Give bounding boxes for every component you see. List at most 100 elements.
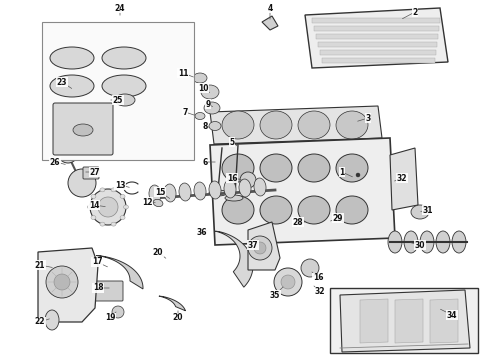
Polygon shape — [97, 256, 143, 289]
Ellipse shape — [193, 73, 207, 83]
Text: 9: 9 — [205, 99, 211, 108]
Polygon shape — [210, 106, 382, 144]
Polygon shape — [316, 34, 438, 39]
Ellipse shape — [254, 178, 266, 196]
Text: 37: 37 — [247, 240, 258, 249]
Ellipse shape — [222, 111, 254, 139]
Text: 23: 23 — [57, 77, 67, 86]
Polygon shape — [318, 42, 437, 47]
Bar — [42, 22, 194, 160]
Ellipse shape — [73, 124, 93, 136]
Circle shape — [68, 169, 96, 197]
Polygon shape — [159, 296, 185, 311]
Ellipse shape — [149, 185, 161, 203]
Text: 30: 30 — [415, 240, 425, 249]
Ellipse shape — [201, 85, 219, 99]
Ellipse shape — [452, 231, 466, 253]
Ellipse shape — [222, 154, 254, 182]
Ellipse shape — [222, 196, 254, 224]
Circle shape — [54, 274, 70, 290]
Text: 27: 27 — [90, 167, 100, 176]
Polygon shape — [390, 148, 418, 210]
Text: 16: 16 — [313, 274, 323, 283]
Ellipse shape — [195, 112, 205, 120]
Ellipse shape — [411, 205, 429, 219]
Circle shape — [248, 236, 272, 260]
Bar — [330, 288, 478, 353]
Text: 6: 6 — [202, 158, 208, 166]
Polygon shape — [305, 8, 448, 68]
Ellipse shape — [123, 205, 128, 209]
Polygon shape — [395, 299, 423, 343]
Polygon shape — [430, 299, 458, 343]
Ellipse shape — [102, 47, 146, 69]
Ellipse shape — [336, 111, 368, 139]
Ellipse shape — [100, 222, 105, 226]
Ellipse shape — [179, 183, 191, 201]
Ellipse shape — [239, 179, 251, 197]
Circle shape — [254, 242, 266, 254]
Text: 32: 32 — [397, 174, 407, 183]
Ellipse shape — [298, 111, 330, 139]
Ellipse shape — [420, 231, 434, 253]
Ellipse shape — [209, 190, 227, 196]
Text: 15: 15 — [155, 188, 165, 197]
Ellipse shape — [298, 196, 330, 224]
Circle shape — [274, 268, 302, 296]
Ellipse shape — [50, 47, 94, 69]
Ellipse shape — [225, 195, 243, 201]
Circle shape — [281, 275, 295, 289]
Polygon shape — [215, 231, 253, 287]
Ellipse shape — [388, 231, 402, 253]
Text: 1: 1 — [340, 167, 344, 176]
Polygon shape — [340, 290, 470, 352]
Text: 34: 34 — [447, 310, 457, 320]
Text: 12: 12 — [142, 198, 152, 207]
Ellipse shape — [111, 222, 116, 226]
Ellipse shape — [91, 194, 96, 198]
Text: 3: 3 — [366, 113, 370, 122]
Text: 5: 5 — [229, 138, 235, 147]
Ellipse shape — [209, 181, 221, 199]
Polygon shape — [38, 248, 98, 322]
Circle shape — [240, 172, 256, 188]
Text: 21: 21 — [35, 261, 45, 270]
Text: 28: 28 — [293, 217, 303, 226]
Circle shape — [112, 306, 124, 318]
Ellipse shape — [120, 194, 125, 198]
Circle shape — [301, 259, 319, 277]
Circle shape — [356, 173, 360, 177]
Text: 17: 17 — [92, 257, 102, 266]
Polygon shape — [360, 299, 388, 343]
Text: 16: 16 — [227, 174, 237, 183]
Ellipse shape — [120, 216, 125, 220]
Ellipse shape — [204, 102, 220, 114]
Ellipse shape — [45, 310, 59, 330]
Ellipse shape — [260, 111, 292, 139]
Ellipse shape — [100, 188, 105, 192]
Text: 8: 8 — [202, 122, 208, 131]
Text: 32: 32 — [315, 288, 325, 297]
Circle shape — [58, 143, 78, 163]
Ellipse shape — [298, 154, 330, 182]
Text: 22: 22 — [35, 318, 45, 327]
Text: 26: 26 — [50, 158, 60, 166]
Circle shape — [98, 197, 118, 217]
Circle shape — [46, 266, 78, 298]
FancyBboxPatch shape — [93, 281, 123, 301]
Text: 25: 25 — [113, 95, 123, 104]
Ellipse shape — [164, 184, 176, 202]
Text: 10: 10 — [198, 84, 208, 93]
Polygon shape — [262, 16, 278, 30]
Text: 29: 29 — [333, 213, 343, 222]
Polygon shape — [314, 26, 439, 31]
Ellipse shape — [209, 122, 221, 131]
Ellipse shape — [404, 231, 418, 253]
FancyBboxPatch shape — [53, 103, 113, 155]
Ellipse shape — [260, 196, 292, 224]
Text: 31: 31 — [423, 206, 433, 215]
Ellipse shape — [111, 188, 116, 192]
Text: 35: 35 — [270, 291, 280, 300]
Circle shape — [90, 189, 126, 225]
Text: 2: 2 — [413, 8, 417, 17]
